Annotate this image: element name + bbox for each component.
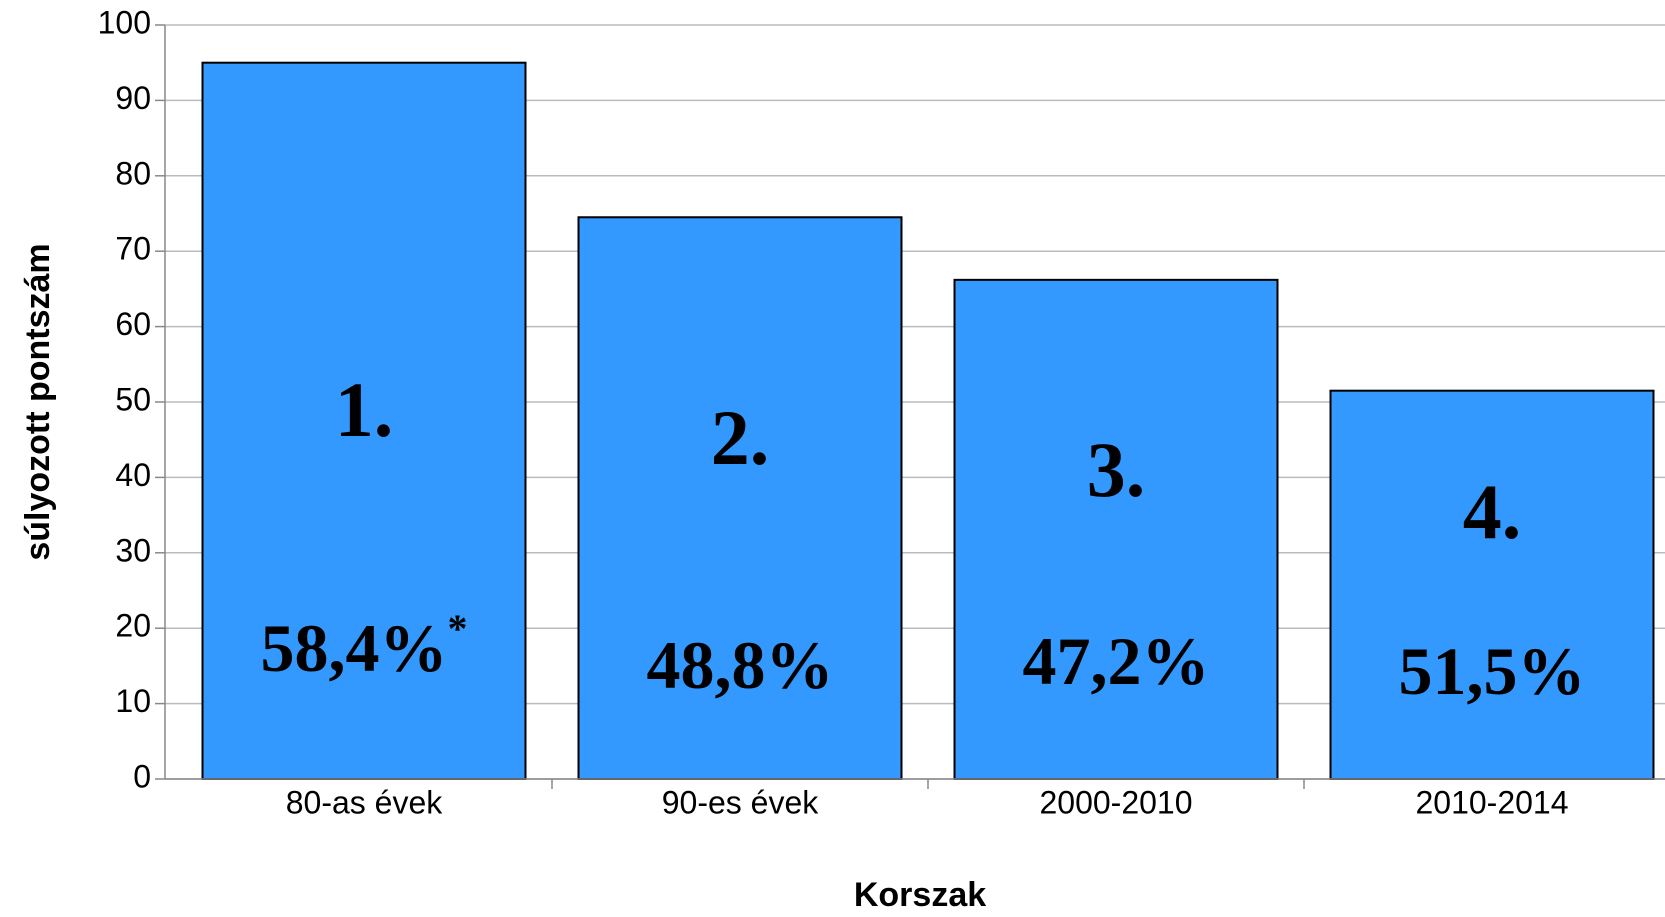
share-value: 51,5% (1399, 633, 1586, 709)
y-tick-label: 80 (115, 155, 151, 191)
rank-label: 3. (1087, 426, 1146, 513)
share-value: 48,8% (647, 627, 834, 703)
y-tick-label: 10 (115, 683, 151, 719)
share-value: 58,4% (261, 610, 448, 686)
bar (1329, 389, 1655, 780)
share-label: 47,2% (1023, 623, 1210, 699)
bar (953, 278, 1279, 780)
x-tick-label: 90-es évek (662, 784, 820, 820)
bar (577, 216, 903, 780)
y-axis-title: súlyozott pontszám (19, 243, 57, 560)
y-tick-label: 20 (115, 608, 151, 644)
y-tick-label: 60 (115, 306, 151, 342)
y-tick-label: 100 (98, 4, 151, 40)
rank-label: 2. (711, 394, 770, 481)
share-label: 48,8% (647, 627, 834, 703)
y-tick-label: 70 (115, 231, 151, 267)
rank-label: 1. (335, 366, 394, 453)
share-label: 58,4%* (261, 606, 468, 685)
x-tick-label: 80-as évek (286, 784, 444, 820)
x-tick-label: 2010-2014 (1415, 784, 1568, 820)
share-note: * (448, 606, 468, 651)
y-tick-label: 50 (115, 381, 151, 417)
x-tick-label: 2000-2010 (1039, 784, 1192, 820)
y-tick-label: 40 (115, 457, 151, 493)
share-label: 51,5% (1399, 633, 1586, 709)
share-value: 47,2% (1023, 623, 1210, 699)
bar (201, 61, 527, 780)
rank-label: 4. (1463, 468, 1522, 555)
y-tick-label: 0 (133, 758, 151, 794)
y-tick-label: 90 (115, 80, 151, 116)
x-axis-title: Korszak (854, 876, 986, 914)
y-tick-label: 30 (115, 532, 151, 568)
